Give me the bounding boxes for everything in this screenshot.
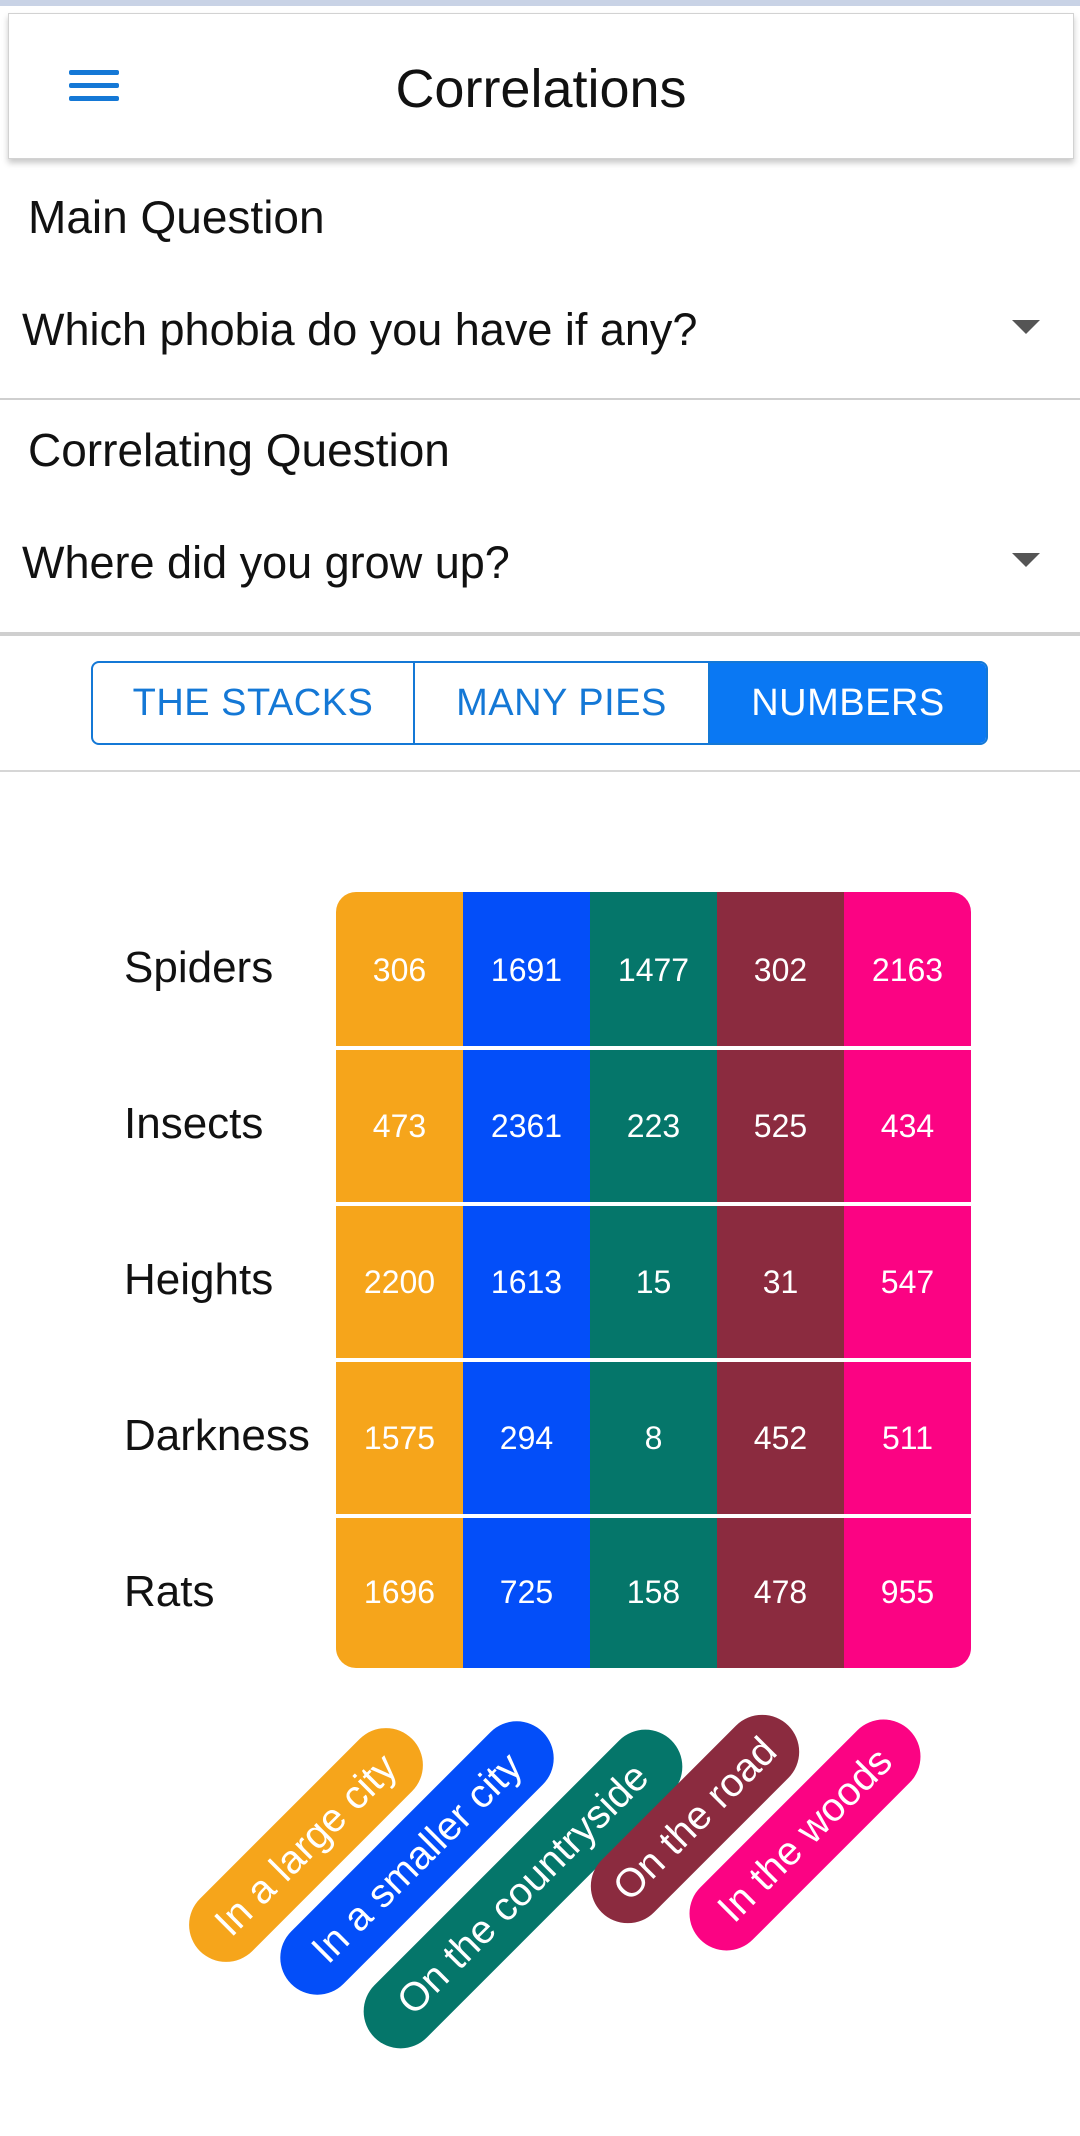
value-cell: 306 [336,892,463,1048]
value-cell: 2200 [336,1204,463,1360]
value-cell: 547 [844,1204,971,1360]
row-separator [336,1358,971,1362]
row-separator [336,1046,971,1050]
value-cell: 2361 [463,1048,590,1204]
value-cell: 478 [717,1516,844,1668]
value-cell: 294 [463,1360,590,1516]
page-title: Correlations [395,59,687,119]
main-question-label: Main Question [28,191,325,243]
row-label: Darkness [124,1411,310,1460]
correlating-question-value: Where did you grow up? [22,537,510,588]
value-cell: 434 [844,1048,971,1204]
app-bar: Correlations [8,13,1074,159]
value-cell: 525 [717,1048,844,1204]
correlating-question-select[interactable]: Where did you grow up? [0,513,1080,609]
row-label: Spiders [124,943,274,992]
divider [0,632,1080,636]
view-tabs: THE STACKS MANY PIES NUMBERS [91,661,988,745]
dropdown-caret-icon [1012,553,1040,567]
tab-numbers[interactable]: NUMBERS [708,663,986,743]
value-cell: 8 [590,1360,717,1516]
value-cell: 1575 [336,1360,463,1516]
value-cell: 473 [336,1048,463,1204]
tab-the-stacks[interactable]: THE STACKS [132,681,374,724]
value-cell: 725 [463,1516,590,1668]
hamburger-menu-icon[interactable] [61,62,125,112]
value-cell: 1477 [590,892,717,1048]
divider [0,770,1080,772]
value-cell: 955 [844,1516,971,1668]
value-cell: 158 [590,1516,717,1668]
value-cell: 1691 [463,892,590,1048]
value-cell: 452 [717,1360,844,1516]
main-question-select[interactable]: Which phobia do you have if any? [0,280,1080,376]
value-cell: 1613 [463,1204,590,1360]
row-label: Heights [124,1255,274,1304]
dropdown-caret-icon [1012,320,1040,334]
value-cell: 223 [590,1048,717,1204]
value-cell: 15 [590,1204,717,1360]
row-label: Insects [124,1099,264,1148]
row-label: Rats [124,1567,215,1616]
row-separator [336,1202,971,1206]
value-cell: 511 [844,1360,971,1516]
row-separator [336,1514,971,1518]
value-cell: 1696 [336,1516,463,1668]
value-cell: 2163 [844,892,971,1048]
numbers-grid: 306 1691 1477 302 2163 473 2361 223 525 434 2200 16… [336,892,971,1668]
divider [0,398,1080,400]
status-strip [0,0,1080,6]
tab-many-pies[interactable]: MANY PIES [413,663,708,743]
value-cell: 31 [717,1204,844,1360]
value-cell: 302 [717,892,844,1048]
correlating-question-label: Correlating Question [28,424,450,476]
main-question-value: Which phobia do you have if any? [22,304,698,355]
